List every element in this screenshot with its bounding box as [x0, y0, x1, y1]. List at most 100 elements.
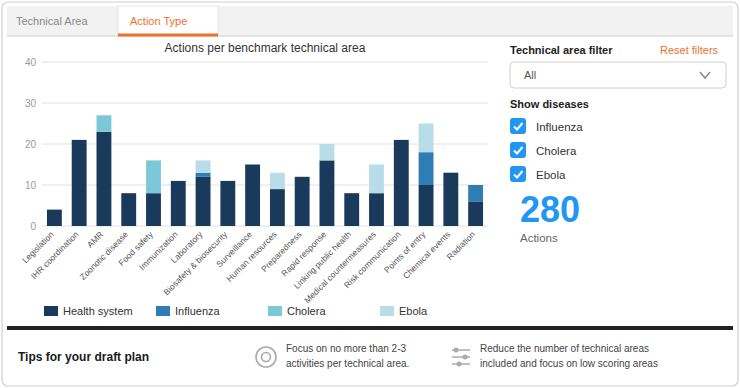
x-tick-label: Immunization: [137, 229, 180, 272]
show-diseases-label: Show diseases: [510, 98, 589, 110]
bar-segment: [369, 193, 384, 226]
checkbox-check: [514, 123, 523, 130]
tips-strip: Tips for your draft planFocus on no more…: [7, 326, 733, 369]
legend-label: Ebola: [399, 305, 428, 317]
legend-swatch: [268, 306, 282, 316]
y-tick-label: 20: [25, 139, 37, 150]
y-tick-label: 40: [25, 57, 37, 68]
legend-swatch: [156, 306, 170, 316]
y-tick-label: 10: [25, 180, 37, 191]
bar-segment: [245, 164, 260, 165]
x-tick-labels: LegislationIHR coordinationAMRZoonotic d…: [20, 229, 477, 305]
checkbox[interactable]: [510, 118, 526, 134]
bar-segment: [220, 180, 235, 181]
sliders-icon: [452, 348, 470, 367]
count-sublabel: Actions: [520, 232, 558, 244]
card-border: [2, 2, 738, 386]
bar-segment: [196, 177, 211, 226]
tab-inactive[interactable]: Technical Area: [16, 15, 88, 27]
bar-segment: [295, 176, 310, 177]
bar-segment: [146, 160, 161, 161]
checkbox-label: Ebola: [536, 169, 566, 181]
tab-bar: Technical Area Action Type: [7, 6, 733, 36]
dropdown[interactable]: [510, 62, 726, 88]
legend-swatch: [44, 306, 58, 316]
bar-segment: [344, 193, 359, 194]
chart-svg: Technical Area Action Type Actions per ben…: [0, 0, 740, 388]
bar-segment: [146, 193, 161, 226]
dropdown-chevron: [700, 72, 710, 78]
bar-segment: [121, 193, 136, 226]
bar-segment: [270, 173, 285, 189]
checkbox-check: [514, 171, 523, 178]
bar-segment: [171, 180, 186, 181]
bar-segment: [121, 193, 136, 194]
legend-label: Cholera: [287, 305, 326, 317]
bar-segment: [245, 165, 260, 227]
filter-panel: Technical area filterReset filtersAllSho…: [510, 44, 726, 244]
bar-segment: [394, 139, 409, 140]
tips-separator: [7, 326, 733, 330]
dashboard-card: Technical Area Action Type Actions per ben…: [0, 0, 740, 388]
y-grid: 010203040: [25, 57, 488, 232]
bar-segment: [47, 209, 62, 210]
bar-segment: [171, 180, 186, 181]
y-tick-label: 0: [30, 221, 36, 232]
bar-segment: [394, 139, 409, 140]
x-tick-label: Radiation: [445, 229, 478, 262]
bar-segment: [419, 152, 434, 185]
target-icon: [256, 347, 276, 367]
checkbox[interactable]: [510, 166, 526, 182]
bar-segment: [320, 144, 335, 160]
grid-line: [42, 62, 488, 63]
checkbox-check: [514, 147, 523, 154]
bar-segment: [419, 185, 434, 226]
target-icon-inner: [262, 353, 271, 362]
tab-active-underline: [118, 34, 218, 37]
bar-segment: [394, 140, 409, 226]
slider-knob: [454, 348, 459, 353]
reset-filters[interactable]: Reset filters: [660, 44, 719, 56]
bar-segment: [419, 124, 434, 153]
bar-segment: [468, 201, 483, 226]
chart-title: Actions per benchmark technical area: [165, 41, 366, 55]
bar-segment: [72, 140, 87, 226]
dropdown-value[interactable]: All: [524, 69, 536, 81]
bar-segment: [47, 209, 62, 210]
bar-segment: [344, 193, 359, 194]
legend-label: Influenza: [175, 305, 221, 317]
bar-segment: [121, 193, 136, 194]
bar-segment: [121, 193, 136, 194]
tab-active-bg[interactable]: [118, 6, 218, 36]
tip-text: Reduce the number of technical areas: [480, 343, 649, 354]
bars: [47, 115, 483, 226]
bar-segment: [468, 185, 483, 201]
bar-segment: [344, 193, 359, 226]
bar-segment: [97, 115, 112, 131]
bar-segment: [369, 165, 384, 194]
bar-segment: [146, 160, 161, 193]
bar-segment: [295, 176, 310, 177]
count-value: 280: [520, 189, 580, 230]
bar-segment: [344, 193, 359, 194]
bar-segment: [468, 185, 483, 186]
legend: Health systemInfluenzaCholeraEbola: [44, 305, 428, 317]
bar-segment: [196, 160, 211, 172]
bar-segment: [245, 164, 260, 165]
bar-segment: [468, 185, 483, 186]
tab-active[interactable]: Action Type: [130, 15, 187, 27]
bar-segment: [72, 139, 87, 140]
tip-text: included and focus on low scoring areas: [480, 358, 658, 369]
checkbox[interactable]: [510, 142, 526, 158]
legend-swatch: [380, 306, 394, 316]
bar-segment: [394, 139, 409, 140]
bar-segment: [97, 115, 112, 116]
bar-segment: [245, 164, 260, 165]
bar-segment: [295, 177, 310, 226]
tab-bar-bg: [7, 6, 733, 36]
checkbox-label: Influenza: [536, 121, 583, 133]
bar-segment: [270, 189, 285, 226]
grid-line: [42, 103, 488, 104]
x-tick-label: IHR coordination: [29, 229, 81, 281]
bar-segment: [220, 180, 235, 181]
